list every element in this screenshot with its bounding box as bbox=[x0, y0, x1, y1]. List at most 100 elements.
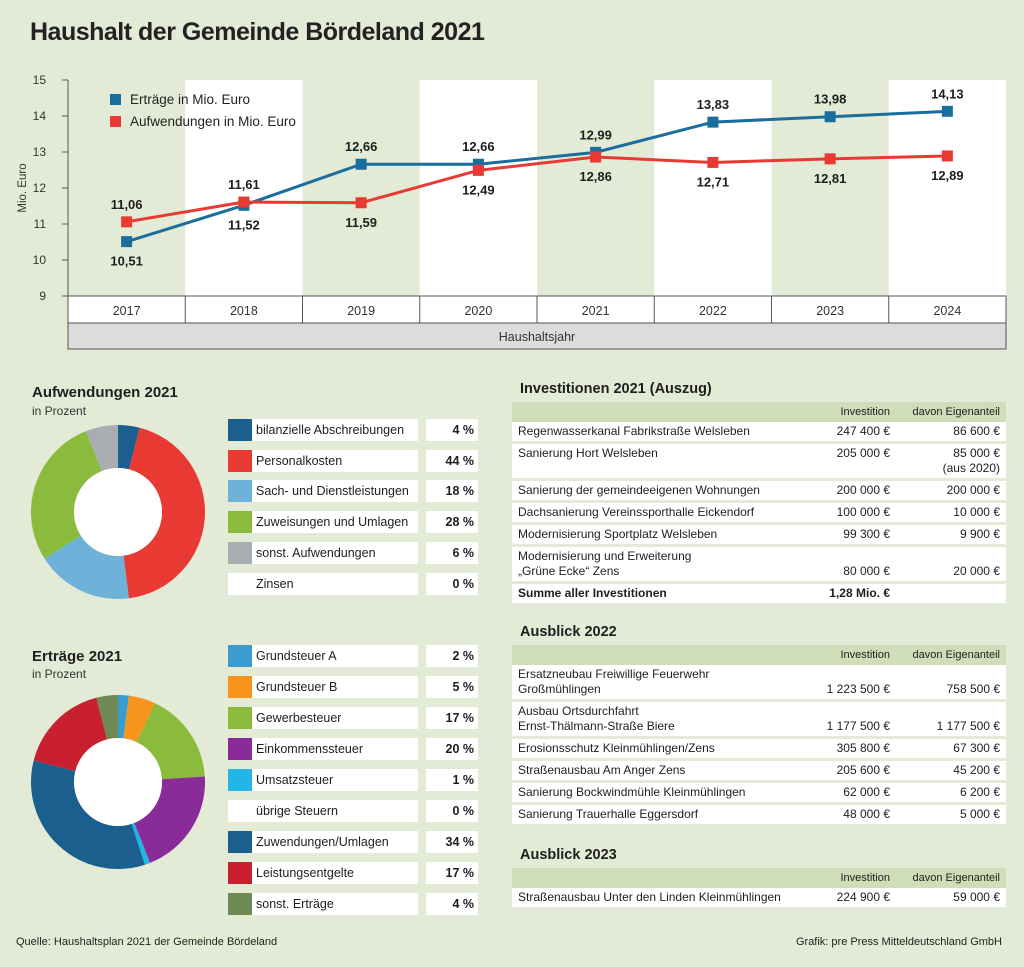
aufwendungen-line bbox=[126, 154, 948, 224]
project-name-line2: Großmühlingen bbox=[518, 682, 601, 696]
x-axis-label: Haushaltsjahr bbox=[499, 330, 575, 344]
legend-percent: 4 % bbox=[426, 893, 478, 915]
table-cell-eigenanteil: 45 200 € bbox=[896, 759, 1006, 783]
investment-table: Investition davon Eigenanteil Ersatzneubau… bbox=[512, 645, 1006, 827]
table-cell-name: Summe aller Investitionen bbox=[512, 582, 802, 606]
x-tick-label: 2019 bbox=[347, 304, 375, 318]
table-cell-investition: 48 000 € bbox=[802, 803, 896, 827]
table-cell-investition: 247 400 € bbox=[802, 422, 896, 444]
legend-row: Zinsen 0 % bbox=[228, 572, 478, 595]
legend-swatch bbox=[228, 676, 252, 698]
legend-swatch bbox=[228, 511, 252, 534]
legend-swatch bbox=[228, 419, 252, 441]
credit-note: Grafik: pre Press Mitteldeutschland GmbH bbox=[795, 936, 1002, 948]
legend-swatch bbox=[228, 738, 252, 760]
table-header: Investition bbox=[802, 868, 896, 888]
legend-percent: 5 % bbox=[426, 676, 478, 698]
aufwendungen-data-label: 12,89 bbox=[931, 168, 964, 183]
table-cell-name: Straßenausbau Unter den Linden Kleinmühl… bbox=[512, 888, 802, 910]
ertraege-data-label: 13,83 bbox=[697, 97, 730, 112]
legend-percent: 34 % bbox=[426, 831, 478, 853]
table-cell-eigenanteil: 86 600 € bbox=[896, 422, 1006, 444]
table-row: Ersatzneubau Freiwillige Feuerwehr Großmü… bbox=[512, 665, 1006, 702]
legend-label: Zuwendungen/Umlagen bbox=[252, 831, 418, 853]
table-cell-eigenanteil: 758 500 € bbox=[896, 665, 1006, 702]
source-note: Quelle: Haushaltsplan 2021 der Gemeinde … bbox=[16, 936, 278, 948]
table-cell-eigenanteil: 9 900 € bbox=[896, 523, 1006, 547]
legend-row: Grundsteuer B 5 % bbox=[228, 676, 478, 698]
table-cell-eigenanteil: 200 000 € bbox=[896, 479, 1006, 503]
legend-swatch bbox=[228, 862, 252, 884]
legend-row: bilanzielle Abschreibungen 4 % bbox=[228, 419, 478, 441]
legend-percent: 44 % bbox=[426, 449, 478, 472]
y-tick-label: 9 bbox=[39, 289, 46, 303]
legend-percent: 0 % bbox=[426, 800, 478, 822]
table-cell-name: Ausbau Ortsdurchfahrt Ernst-Thälmann-Stra… bbox=[512, 700, 802, 739]
legend-row: Grundsteuer A 2 % bbox=[228, 645, 478, 667]
table-cell-eigenanteil: 59 000 € bbox=[896, 888, 1006, 910]
table-cell-eigenanteil: 20 000 € bbox=[896, 545, 1006, 584]
aufwendungen-donut bbox=[30, 425, 205, 599]
y-tick-label: 10 bbox=[33, 253, 47, 267]
table-cell-name: Straßenausbau Am Anger Zens bbox=[512, 759, 802, 783]
ertraege-legend-label: Erträge in Mio. Euro bbox=[130, 92, 250, 107]
legend-row: Leistungsentgelte 17 % bbox=[228, 862, 478, 884]
project-name: Modernisierung Sportplatz Welsleben bbox=[518, 527, 718, 541]
ertraege-data-label: 14,13 bbox=[931, 86, 964, 101]
x-tick-label: 2020 bbox=[464, 304, 492, 318]
table-header bbox=[512, 868, 802, 888]
donut-slice bbox=[123, 427, 205, 599]
legend-row: Zuweisungen und Umlagen 28 % bbox=[228, 511, 478, 534]
chart-column-bg bbox=[654, 80, 772, 296]
legend-label: Zinsen bbox=[252, 572, 418, 595]
project-name: Erosionsschutz Kleinmühlingen/Zens bbox=[518, 741, 715, 755]
legend-label: Grundsteuer A bbox=[252, 645, 418, 667]
table-title: Ausblick 2023 bbox=[520, 847, 617, 863]
legend-swatch bbox=[228, 645, 252, 667]
project-name: Modernisierung und Erweiterung bbox=[518, 549, 692, 563]
donut-slice bbox=[131, 822, 151, 865]
line-chart: 9 10 11 12 13 14 15 Mio. Euro 2017 2018 2019 2020 20… bbox=[17, 73, 1007, 350]
chart-column-bg bbox=[302, 80, 420, 296]
x-tick-label: 2018 bbox=[230, 304, 258, 318]
legend-row: sonst. Aufwendungen 6 % bbox=[228, 541, 478, 564]
donut-slice bbox=[85, 425, 118, 472]
table-cell-name: Sanierung Hort Welsleben bbox=[512, 442, 802, 481]
chart-column-bg bbox=[419, 80, 537, 296]
ertraege-subtitle: in Prozent bbox=[32, 667, 87, 681]
aufwendungen-point bbox=[824, 153, 836, 165]
y-axis-label: Mio. Euro bbox=[17, 163, 29, 212]
table-cell-name: Sanierung der gemeindeeigenen Wohnungen bbox=[512, 479, 802, 503]
aufwendungen-data-label: 11,06 bbox=[111, 197, 143, 212]
table-row: Modernisierung und Erweiterung „Grüne Eck… bbox=[512, 545, 1006, 584]
table-cell-eigenanteil: 10 000 € bbox=[896, 501, 1006, 525]
table-row: Sanierung der gemeindeeigenen Wohnungen 2… bbox=[512, 479, 1006, 503]
table-header: davon Eigenanteil bbox=[896, 868, 1006, 888]
donut-slice bbox=[136, 703, 205, 780]
project-name: Dachsanierung Vereinssporthalle Eickendo… bbox=[518, 505, 755, 519]
legend-label: sonst. Aufwendungen bbox=[252, 541, 418, 564]
aufwendungen-point bbox=[121, 216, 133, 228]
eigenanteil-value: 85 000 € bbox=[953, 446, 1000, 460]
chart-column-bg bbox=[185, 80, 303, 296]
x-tick-label: 2022 bbox=[699, 304, 727, 318]
table-cell-eigenanteil: 6 200 € bbox=[896, 781, 1006, 805]
y-tick-label: 11 bbox=[34, 217, 47, 231]
aufwendungen-point bbox=[355, 197, 367, 209]
legend-percent: 4 % bbox=[426, 419, 478, 441]
aufwendungen-point bbox=[590, 151, 602, 163]
donut-slice bbox=[134, 776, 205, 863]
legend-label: übrige Steuern bbox=[252, 800, 418, 822]
aufwendungen-point bbox=[238, 196, 250, 208]
table-cell-investition: 224 900 € bbox=[802, 888, 896, 910]
chart-column-bg bbox=[68, 80, 186, 296]
table-cell-name: Regenwasserkanal Fabrikstraße Welsleben bbox=[512, 422, 802, 444]
donut-slice bbox=[33, 697, 108, 772]
aufwendungen-data-label: 12,86 bbox=[579, 169, 612, 184]
investment-table: Investition davon Eigenanteil Straßenausba… bbox=[512, 868, 1006, 910]
project-name-line2: „Grüne Ecke“ Zens bbox=[518, 564, 620, 578]
donut-slice bbox=[44, 535, 129, 599]
donut-slice bbox=[118, 695, 129, 739]
y-tick-label: 15 bbox=[33, 73, 47, 87]
table-cell-investition: 100 000 € bbox=[802, 501, 896, 525]
